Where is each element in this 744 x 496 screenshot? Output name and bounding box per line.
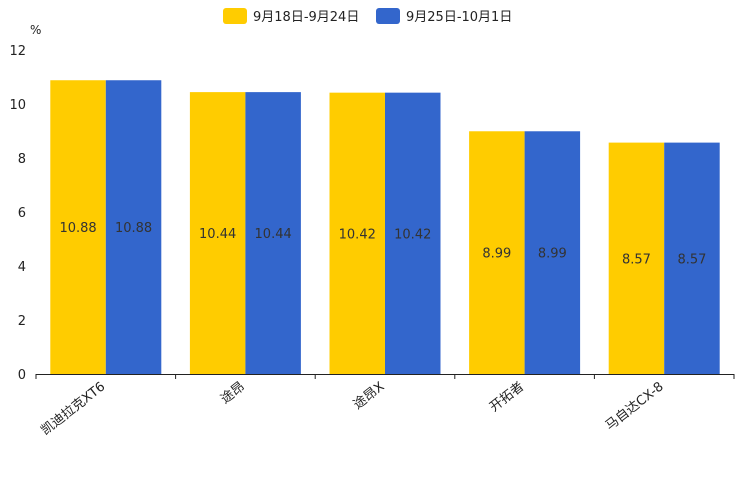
bar-value-label: 10.88 xyxy=(59,221,96,236)
y-tick-label: 8 xyxy=(18,152,26,167)
x-category-label: 途昂X xyxy=(350,378,387,412)
y-tick-label: 12 xyxy=(9,44,26,59)
bar-2 xyxy=(524,131,581,374)
bar-1 xyxy=(50,80,106,375)
bar-value-label: 10.88 xyxy=(115,221,152,236)
bar-value-label: 8.99 xyxy=(482,247,511,262)
x-category-label: 途昂 xyxy=(218,379,248,408)
bar-2 xyxy=(385,92,441,374)
y-axis-unit-label: % xyxy=(30,23,41,37)
bar-value-label: 10.42 xyxy=(394,227,431,242)
y-tick-label: 0 xyxy=(18,368,26,383)
bar-labels: 10.88 10.88 10.44 10.44 10.42 10.42 8.99 8.99 8.… xyxy=(59,221,706,267)
bar-2 xyxy=(245,92,301,375)
bar-value-label: 8.57 xyxy=(622,252,651,267)
bar-2 xyxy=(105,80,162,375)
bar-value-label: 10.44 xyxy=(255,227,292,242)
bar-1 xyxy=(329,92,385,374)
legend-label-series-1: 9月18日-9月24日 xyxy=(253,10,359,25)
bar-1 xyxy=(469,131,525,374)
legend: 9月18日-9月24日 9月25日-10月1日 xyxy=(223,8,512,25)
bar-value-label: 8.57 xyxy=(677,252,706,267)
bar-2 xyxy=(664,142,720,374)
bar-1 xyxy=(189,92,246,375)
x-category-label: 马自达CX-8 xyxy=(603,379,667,433)
x-axis: 凯迪拉克XT6 途昂 途昂X 开拓者 马自达CX-8 xyxy=(35,374,735,438)
legend-swatch-series-2 xyxy=(376,8,400,24)
bar-value-label: 8.99 xyxy=(538,247,567,262)
bar-value-label: 10.44 xyxy=(199,227,236,242)
y-tick-label: 4 xyxy=(18,260,26,275)
legend-label-series-2: 9月25日-10月1日 xyxy=(406,10,512,25)
legend-swatch-series-1 xyxy=(223,8,247,24)
x-category-label: 开拓者 xyxy=(487,379,527,415)
y-tick-label: 6 xyxy=(18,206,26,221)
y-tick-label: 10 xyxy=(9,98,26,113)
y-axis: 0 2 4 6 8 10 12 xyxy=(9,44,26,383)
bar-value-label: 10.42 xyxy=(339,227,376,242)
y-tick-label: 2 xyxy=(18,314,26,329)
x-category-label: 凯迪拉克XT6 xyxy=(38,379,108,438)
bar-1 xyxy=(608,142,665,374)
bars xyxy=(50,80,720,375)
